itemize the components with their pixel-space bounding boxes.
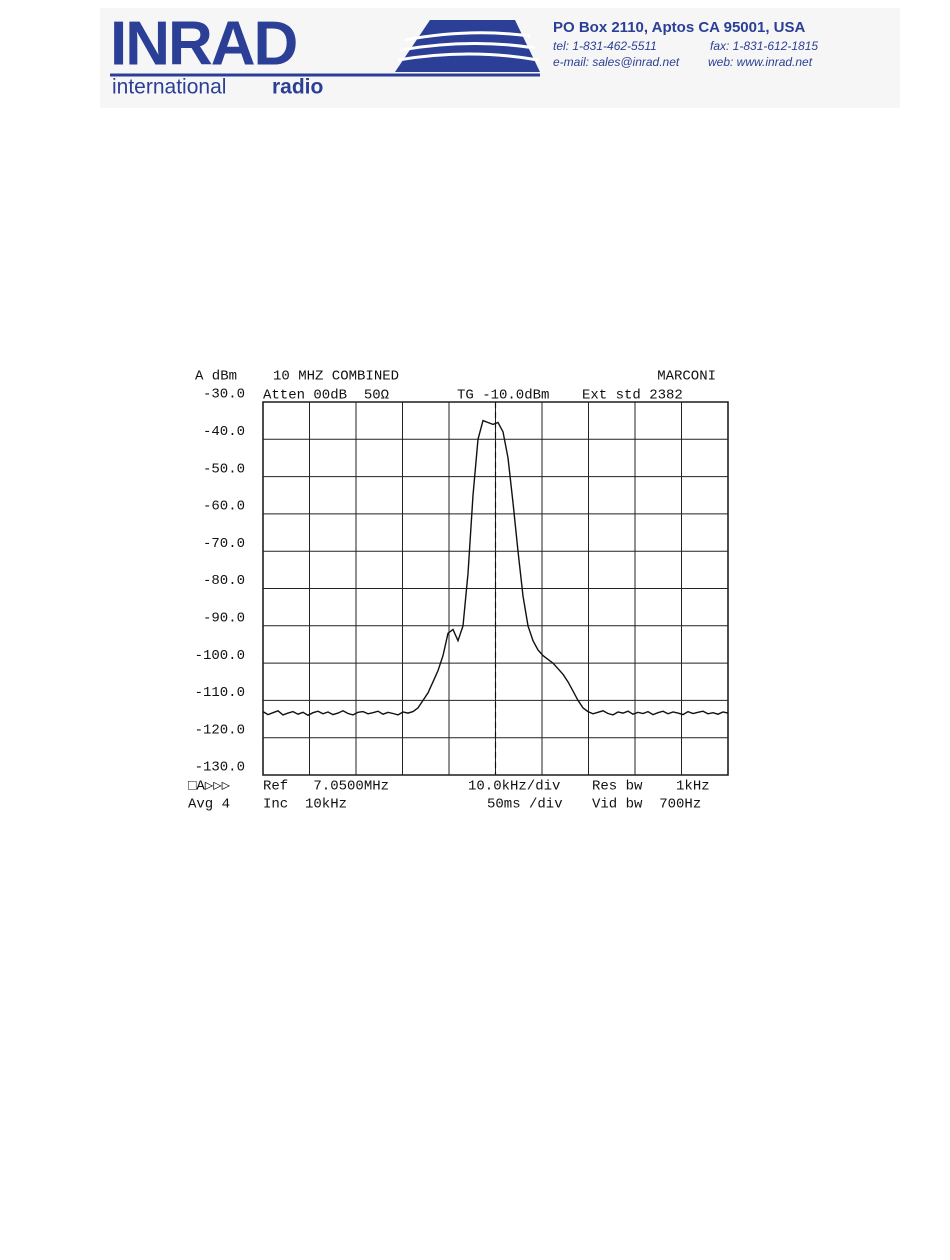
chart-title: 10 MHZ COMBINED	[273, 369, 399, 385]
annotation: Atten 00dB 50Ω	[263, 388, 389, 404]
address: PO Box 2110, Aptos CA 95001, USA	[553, 19, 805, 36]
y-tick-label: -70.0	[203, 536, 245, 552]
annotation: □A▷▷▷	[188, 779, 231, 795]
y-tick-label: -90.0	[203, 611, 245, 627]
annotation: Ref 7.0500MHz	[263, 779, 389, 795]
annotation: Inc 10kHz	[263, 797, 347, 813]
y-tick-label: -50.0	[203, 461, 245, 477]
tagline: radio	[272, 76, 323, 99]
y-tick-label: -110.0	[195, 685, 245, 701]
annotation: Res bw 1kHz	[592, 779, 710, 795]
y-tick-label: -30.0	[203, 387, 245, 403]
annotation: Vid bw 700Hz	[592, 797, 701, 813]
y-tick-label: -60.0	[203, 499, 245, 515]
annotation: 10.0kHz/div	[468, 779, 560, 795]
annotation: Avg 4	[188, 797, 230, 813]
y-unit: A dBm	[195, 369, 237, 385]
logo-stripe-lines	[397, 31, 539, 62]
trace	[262, 419, 729, 717]
y-tick-label: -100.0	[195, 648, 245, 664]
annotation: TG -10.0dBm	[457, 388, 549, 404]
phone: tel: 1-831-462-5511	[553, 39, 657, 53]
annotation: 50ms /div	[487, 797, 563, 813]
y-tick-label: -120.0	[195, 722, 245, 738]
tagline: international	[112, 76, 226, 99]
y-tick-label: -40.0	[203, 424, 245, 440]
logo: INRAD	[110, 9, 297, 78]
web: web: www.inrad.net	[708, 55, 813, 69]
annotation: Ext std 2382	[582, 388, 683, 404]
fax: fax: 1-831-612-1815	[710, 39, 818, 53]
annotation: MARCONI	[657, 369, 716, 385]
y-tick-label: -80.0	[203, 573, 245, 589]
email: e-mail: sales@inrad.net	[553, 55, 680, 69]
y-tick-label: -130.0	[195, 760, 245, 776]
